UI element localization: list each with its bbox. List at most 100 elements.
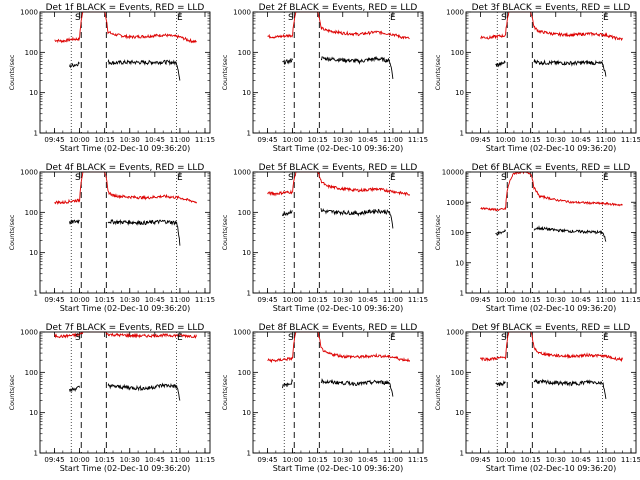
detector-panel-9: Det 9f BLACK = Events, RED = LLD Counts/s…	[434, 323, 640, 473]
y-tick-label: 1000	[446, 199, 464, 207]
x-tick-label: 11:15	[408, 456, 428, 464]
detector-panel-4: Det 4f BLACK = Events, RED = LLD Counts/s…	[8, 163, 215, 313]
marker-e-label: E	[603, 13, 609, 23]
y-axis-label: Counts/sec	[221, 54, 229, 90]
x-tick-label: 10:15	[308, 296, 328, 304]
x-tick-label: 10:45	[571, 136, 591, 144]
series-events-line	[69, 382, 181, 401]
detector-panel-8: Det 8f BLACK = Events, RED = LLD Counts/s…	[221, 323, 428, 473]
x-axis-label: Start Time (02-Dec-10 09:36:20)	[60, 464, 191, 473]
x-tick-label: 09:45	[257, 136, 277, 144]
x-tick-label: 10:15	[308, 456, 328, 464]
series-lld-line	[54, 171, 197, 205]
detector-panel-3: Det 3f BLACK = Events, RED = LLD Counts/s…	[434, 3, 640, 153]
x-tick-label: 09:45	[257, 456, 277, 464]
y-axis-label: Counts/sec	[221, 214, 229, 250]
detector-panel-5: Det 5f BLACK = Events, RED = LLD Counts/s…	[221, 163, 428, 313]
marker-e-label: E	[390, 13, 396, 23]
x-tick-label: 10:15	[95, 296, 115, 304]
y-axis-label: Counts/sec	[434, 54, 442, 90]
marker-e-label: E	[177, 333, 183, 343]
x-tick-label: 11:00	[383, 456, 403, 464]
x-tick-label: 10:45	[358, 296, 378, 304]
y-tick-label: 100	[25, 369, 38, 377]
y-axis-label: Counts/sec	[221, 374, 229, 410]
panel-title: Det 3f BLACK = Events, RED = LLD	[472, 3, 631, 13]
x-axis-label: Start Time (02-Dec-10 09:36:20)	[273, 464, 404, 473]
x-tick-label: 10:45	[571, 296, 591, 304]
x-tick-label: 10:45	[145, 456, 165, 464]
series-events-line	[495, 59, 607, 77]
x-tick-label: 09:45	[470, 136, 490, 144]
plot-frame	[252, 171, 424, 294]
y-tick-label: 1	[34, 450, 38, 458]
panel-title: Det 8f BLACK = Events, RED = LLD	[259, 323, 418, 333]
y-tick-label: 10	[29, 89, 38, 97]
plot-frame	[39, 171, 211, 294]
y-axis-label: Counts/sec	[8, 54, 16, 90]
y-tick-label: 100	[451, 49, 464, 57]
x-tick-label: 11:00	[383, 136, 403, 144]
x-tick-label: 10:00	[282, 296, 302, 304]
x-tick-label: 11:15	[621, 456, 640, 464]
panel-title: Det 5f BLACK = Events, RED = LLD	[259, 163, 418, 173]
y-axis-label: Counts/sec	[434, 374, 442, 410]
panel-title: Det 6f BLACK = Events, RED = LLD	[472, 163, 631, 173]
plot-frame	[252, 11, 424, 134]
y-tick-label: 1	[460, 290, 464, 298]
marker-e-label: E	[177, 173, 183, 183]
marker-s-label: S	[75, 333, 81, 343]
x-tick-label: 10:45	[145, 296, 165, 304]
y-tick-label: 100	[25, 49, 38, 57]
x-tick-label: 10:00	[495, 296, 515, 304]
detector-panel-1: Det 1f BLACK = Events, RED = LLD Counts/s…	[8, 3, 215, 153]
x-tick-label: 10:00	[282, 456, 302, 464]
y-tick-label: 1	[247, 290, 251, 298]
marker-s-label: S	[288, 333, 294, 343]
panel-title: Det 9f BLACK = Events, RED = LLD	[472, 323, 631, 333]
series-events-line	[495, 225, 607, 242]
series-lld-line	[54, 331, 198, 339]
x-tick-label: 09:45	[470, 456, 490, 464]
x-tick-label: 10:00	[495, 136, 515, 144]
series-lld-line	[267, 331, 411, 364]
series-events-line	[282, 378, 394, 397]
series-events-line	[69, 218, 181, 246]
y-tick-label: 10	[242, 249, 251, 257]
y-tick-label: 1000	[233, 329, 251, 337]
x-tick-label: 10:15	[95, 136, 115, 144]
y-tick-label: 100	[451, 369, 464, 377]
x-tick-label: 11:15	[195, 136, 215, 144]
x-tick-label: 10:15	[521, 296, 541, 304]
x-tick-label: 10:30	[546, 456, 566, 464]
x-tick-label: 11:15	[621, 136, 640, 144]
panel-title: Det 2f BLACK = Events, RED = LLD	[259, 3, 418, 13]
x-tick-label: 10:15	[521, 456, 541, 464]
x-tick-label: 10:30	[333, 456, 353, 464]
x-tick-label: 10:30	[120, 136, 140, 144]
marker-s-label: S	[75, 13, 81, 23]
x-tick-label: 10:45	[358, 136, 378, 144]
panel-title: Det 4f BLACK = Events, RED = LLD	[46, 163, 205, 173]
y-tick-label: 10	[455, 409, 464, 417]
y-tick-label: 1000	[233, 9, 251, 17]
y-tick-label: 100	[25, 209, 38, 217]
marker-s-label: S	[288, 173, 294, 183]
y-axis-label: Counts/sec	[8, 214, 16, 250]
y-tick-label: 1000	[233, 169, 251, 177]
y-tick-label: 100	[238, 209, 251, 217]
x-tick-label: 11:00	[383, 296, 403, 304]
series-lld-line	[480, 11, 623, 42]
x-tick-label: 09:45	[44, 456, 64, 464]
x-tick-label: 10:30	[546, 296, 566, 304]
x-tick-label: 10:00	[495, 456, 515, 464]
marker-e-label: E	[603, 333, 609, 343]
panel-title: Det 1f BLACK = Events, RED = LLD	[46, 3, 205, 13]
x-tick-label: 10:00	[69, 296, 89, 304]
y-axis-label: Counts/sec	[434, 214, 442, 250]
y-tick-label: 10	[455, 259, 464, 267]
series-lld-line	[54, 11, 197, 44]
plot-frame	[39, 331, 211, 454]
detector-panel-7: Det 7f BLACK = Events, RED = LLD Counts/s…	[8, 323, 215, 473]
